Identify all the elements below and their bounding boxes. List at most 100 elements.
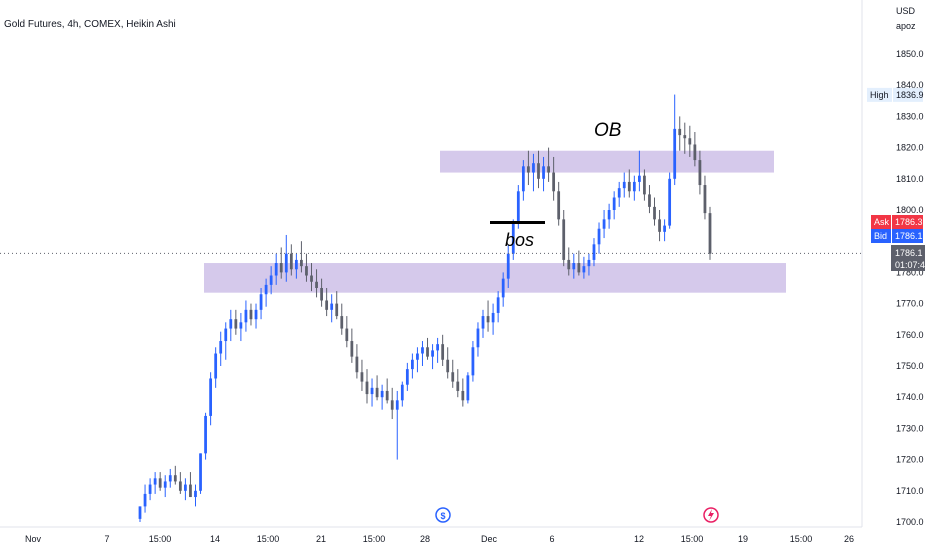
dividend-event-icon[interactable]: $ xyxy=(435,507,451,523)
candle[interactable] xyxy=(637,150,641,192)
candle[interactable] xyxy=(380,384,384,410)
candle[interactable] xyxy=(441,334,445,366)
candle[interactable] xyxy=(562,210,566,267)
candle[interactable] xyxy=(673,94,677,186)
candle[interactable] xyxy=(456,369,460,398)
candle[interactable] xyxy=(592,238,596,267)
candle[interactable] xyxy=(658,210,661,242)
candle[interactable] xyxy=(330,294,334,323)
candle[interactable] xyxy=(229,309,233,342)
candle[interactable] xyxy=(320,278,323,307)
order-block-zone[interactable] xyxy=(440,150,774,173)
candle[interactable] xyxy=(178,472,182,494)
candle[interactable] xyxy=(239,312,243,342)
candle[interactable] xyxy=(244,300,248,332)
candle[interactable] xyxy=(148,478,152,501)
candle[interactable] xyxy=(189,472,192,498)
candle[interactable] xyxy=(400,381,404,407)
candle[interactable] xyxy=(693,132,697,167)
candle[interactable] xyxy=(264,278,268,307)
candle[interactable] xyxy=(451,359,455,388)
candle[interactable] xyxy=(643,169,646,201)
candle[interactable] xyxy=(461,378,465,407)
candle[interactable] xyxy=(678,116,682,151)
candle[interactable] xyxy=(214,347,218,388)
bos-label[interactable]: bos xyxy=(505,230,534,250)
candle[interactable] xyxy=(204,412,207,460)
lightning-event-icon[interactable] xyxy=(703,507,719,523)
candle[interactable] xyxy=(542,156,545,192)
candle[interactable] xyxy=(471,341,475,382)
candle[interactable] xyxy=(501,272,505,307)
candle[interactable] xyxy=(708,206,712,260)
candle[interactable] xyxy=(254,303,258,329)
candle[interactable] xyxy=(184,478,187,501)
currency-label[interactable]: USD xyxy=(896,6,916,16)
candle[interactable] xyxy=(622,172,626,198)
candle[interactable] xyxy=(653,197,656,226)
candle[interactable] xyxy=(411,353,414,379)
candle[interactable] xyxy=(632,175,636,201)
candle[interactable] xyxy=(279,247,283,279)
candle[interactable] xyxy=(310,263,313,292)
candle[interactable] xyxy=(587,253,591,276)
candle[interactable] xyxy=(168,468,172,488)
candle[interactable] xyxy=(486,300,490,332)
candle[interactable] xyxy=(360,359,364,391)
candle[interactable] xyxy=(547,147,550,182)
candle[interactable] xyxy=(521,160,525,201)
candle[interactable] xyxy=(173,465,177,485)
candle[interactable] xyxy=(552,156,556,201)
candle[interactable] xyxy=(597,222,601,254)
candle[interactable] xyxy=(405,362,409,391)
candle[interactable] xyxy=(163,475,167,498)
candle[interactable] xyxy=(158,472,162,491)
candle[interactable] xyxy=(259,288,263,320)
candle[interactable] xyxy=(209,372,213,426)
time-axis[interactable] xyxy=(0,527,862,550)
candle[interactable] xyxy=(612,191,616,220)
candle[interactable] xyxy=(607,203,611,229)
candle[interactable] xyxy=(421,341,424,366)
candle[interactable] xyxy=(375,375,379,401)
candle[interactable] xyxy=(506,244,510,288)
candle[interactable] xyxy=(436,337,439,363)
candle[interactable] xyxy=(698,150,702,195)
candle[interactable] xyxy=(395,390,399,460)
candle[interactable] xyxy=(663,219,666,242)
candle[interactable] xyxy=(305,253,308,282)
candle[interactable] xyxy=(627,169,631,198)
candle[interactable] xyxy=(703,175,707,220)
candle[interactable] xyxy=(143,484,147,513)
candle[interactable] xyxy=(355,344,359,379)
candle[interactable] xyxy=(274,253,278,285)
candle[interactable] xyxy=(567,247,571,276)
candle[interactable] xyxy=(365,369,369,404)
candle[interactable] xyxy=(138,506,142,522)
candle[interactable] xyxy=(617,181,621,207)
candle[interactable] xyxy=(315,269,318,298)
candle[interactable] xyxy=(370,378,374,407)
candle[interactable] xyxy=(426,337,429,360)
candle[interactable] xyxy=(582,256,586,279)
candle[interactable] xyxy=(300,241,303,273)
candle[interactable] xyxy=(466,372,470,404)
candle[interactable] xyxy=(234,309,238,335)
candle[interactable] xyxy=(294,253,298,279)
candle[interactable] xyxy=(577,250,581,276)
candle[interactable] xyxy=(325,288,329,317)
candle[interactable] xyxy=(219,331,223,366)
scale-mode-label[interactable]: apoz xyxy=(896,21,916,31)
candle[interactable] xyxy=(431,344,434,370)
candle[interactable] xyxy=(390,387,394,420)
ob-label[interactable]: OB xyxy=(594,120,622,141)
candle[interactable] xyxy=(602,210,606,239)
candle[interactable] xyxy=(683,122,687,154)
candle[interactable] xyxy=(289,244,293,276)
candle[interactable] xyxy=(446,347,450,379)
candle[interactable] xyxy=(385,378,389,404)
candle[interactable] xyxy=(532,153,535,192)
candle[interactable] xyxy=(249,303,253,326)
candle[interactable] xyxy=(668,172,672,229)
